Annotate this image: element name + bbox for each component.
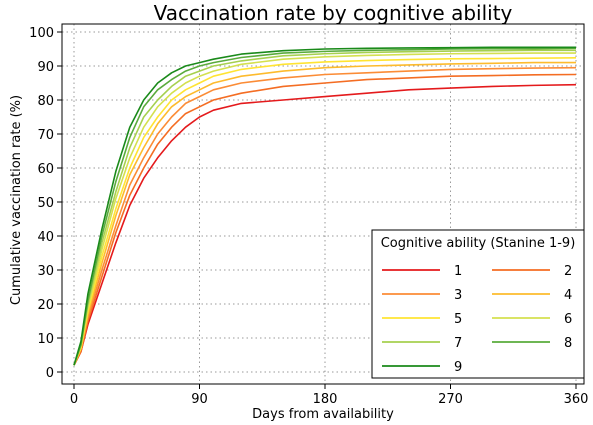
series-line-7 [73, 49, 576, 366]
series-line-8 [73, 47, 577, 366]
series-line-9 [73, 46, 576, 366]
series-line-3 [73, 66, 577, 366]
x-tick-label: 90 [191, 392, 208, 407]
x-tick-label: 360 [564, 392, 589, 407]
y-tick-label: 70 [37, 128, 54, 143]
series-line-2 [73, 73, 577, 366]
x-axis-label: Days from availability [252, 407, 394, 422]
x-tick-label: 0 [70, 392, 78, 407]
x-tick-label: 180 [313, 392, 338, 407]
legend-label-2: 2 [564, 264, 572, 279]
series-lines [73, 46, 577, 366]
legend-title: Cognitive ability (Stanine 1-9) [381, 236, 576, 251]
legend-label-7: 7 [454, 336, 462, 351]
legend-box [371, 229, 585, 379]
y-tick-label: 50 [37, 196, 54, 211]
y-tick-label: 40 [37, 230, 54, 245]
series-line-4 [73, 61, 576, 366]
legend-label-6: 6 [564, 312, 572, 327]
y-tick-label: 80 [37, 94, 54, 109]
y-tick-label: 20 [37, 298, 54, 313]
series-line-1 [73, 83, 577, 366]
legend-label-3: 3 [454, 288, 462, 303]
y-tick-label: 90 [37, 60, 54, 75]
x-tick-label: 270 [438, 392, 463, 407]
axes: 0 90 180 270 360 0 10 20 30 40 50 60 70 80 90 100 [29, 23, 589, 407]
series-line-5 [73, 57, 577, 366]
y-tick-label: 0 [46, 366, 54, 381]
legend-label-4: 4 [564, 288, 572, 303]
y-tick-label: 100 [29, 26, 54, 41]
plot-frame [61, 23, 585, 385]
y-tick-label: 10 [37, 332, 54, 347]
y-tick-label: 30 [37, 264, 54, 279]
chart-title: Vaccination rate by cognitive ability [154, 1, 513, 25]
grid-lines [62, 24, 584, 384]
legend-label-9: 9 [454, 360, 462, 375]
series-line-6 [73, 52, 576, 366]
legend-label-8: 8 [564, 336, 572, 351]
legend: Cognitive ability (Stanine 1-9) 1 2 3 4 5 6 7 8 9 [371, 229, 585, 379]
legend-label-5: 5 [454, 312, 462, 327]
y-tick-label: 60 [37, 162, 54, 177]
legend-label-1: 1 [454, 264, 462, 279]
y-axis-label: Cumulative vaccination rate (%) [9, 95, 24, 305]
